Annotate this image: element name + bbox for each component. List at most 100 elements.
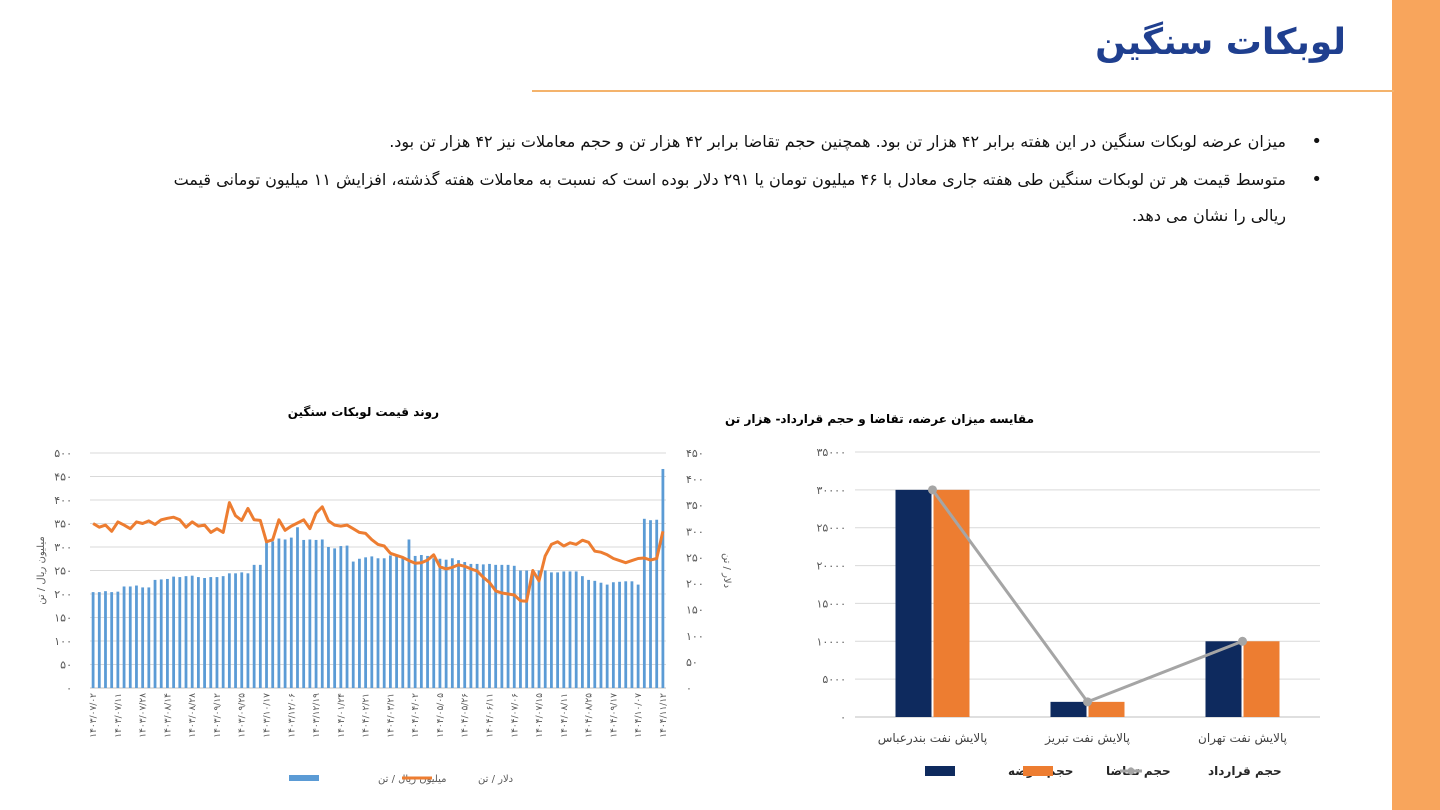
legend-swatch (925, 766, 955, 776)
line-point (1238, 636, 1247, 646)
bar (91, 592, 95, 688)
x-tick-label: ۱۴۰۴/۰۸/۲۵ (585, 693, 595, 738)
bar (147, 587, 151, 688)
y-tick-label: ۱۵۰۰۰ (816, 597, 846, 610)
bar (110, 592, 114, 688)
bar (116, 591, 120, 688)
bar (128, 586, 132, 688)
bar (426, 555, 429, 688)
bar (351, 561, 355, 688)
x-tick-label: ۱۴۰۳/۰۹/۲۵ (238, 693, 248, 738)
y-right-tick-label: ۴۵۰ (686, 447, 704, 460)
bar (618, 581, 621, 688)
bar (419, 554, 423, 688)
bar (519, 570, 522, 688)
bar (265, 539, 268, 688)
bar (611, 582, 615, 688)
y-right-tick-label: ۵۰ (686, 656, 698, 669)
y-left-axis-label: میلیون ریال / تن (36, 536, 47, 604)
bar (258, 564, 262, 688)
bar (153, 579, 157, 688)
bar (184, 576, 188, 688)
bar (463, 562, 467, 688)
bar (432, 558, 436, 688)
y-right-tick-label: ۳۰۰ (686, 525, 704, 538)
y-right-tick-label: ۲۰۰ (686, 578, 704, 591)
title-divider (532, 90, 1394, 92)
bar (345, 545, 349, 688)
bar (525, 570, 529, 688)
bar (296, 527, 299, 688)
y-left-tick-label: ۲۰۰ (54, 588, 72, 601)
bar (593, 580, 597, 688)
x-tick-label: ۱۴۰۴/۰۵/۰۵ (436, 693, 446, 738)
bar (339, 546, 343, 688)
y-tick-label: ۲۰۰۰۰ (816, 560, 846, 573)
bar (252, 564, 256, 688)
x-tick-label: ۱۴۰۴/۰۶/۱۱ (486, 693, 496, 738)
bar (190, 575, 194, 688)
bar (97, 592, 101, 688)
bar (438, 558, 442, 688)
bar (395, 555, 398, 688)
y-right-tick-label: ۱۵۰ (686, 604, 704, 617)
bar (209, 577, 213, 688)
bar (246, 573, 250, 688)
bar (283, 539, 287, 688)
x-tick-label: ۱۴۰۳/۰۸/۱۴ (163, 693, 173, 738)
y-right-axis-label: دلار / تن (721, 553, 732, 588)
x-tick-label: ۱۴۰۴/۰۲/۲۱ (362, 693, 372, 738)
x-tick-label: ۱۴۰۳/۰۷/۲۸ (139, 693, 149, 738)
bar (562, 571, 566, 688)
y-right-tick-label: ۰ (686, 682, 692, 695)
price-trend-chart: ۰ ۵۰ ۱۰۰ ۱۵۰ ۲۰۰ ۲۵۰ ۳۰۰ ۳۵۰ ۴۰۰ ۴۵۰ ۵۰۰ ۰ ۵۰ ۱۰۰ ۱۵۰ ۲… (36, 447, 732, 785)
bar (215, 577, 219, 688)
bar (481, 564, 485, 688)
bar (407, 539, 411, 688)
bar (401, 557, 405, 688)
bar (605, 584, 609, 688)
bar (556, 572, 560, 688)
bar (178, 577, 182, 688)
x-tick-label: ۱۴۰۳/۰۷/۰۲ (89, 693, 99, 738)
bar (240, 572, 244, 688)
bar (382, 558, 386, 688)
y-right-tick-label: ۲۵۰ (686, 551, 704, 564)
x-tick-label: ۱۴۰۳/۰۹/۱۲ (213, 693, 223, 738)
bar (661, 468, 665, 688)
bar (196, 577, 200, 688)
x-tick-label: ۱۴۰۴/۰۷/۱۵ (535, 693, 545, 738)
legend-swatch (1127, 767, 1135, 775)
bar (636, 584, 640, 688)
bar (271, 541, 275, 688)
bullet-item: • میزان عرضه لوبکات سنگین در این هفته برا… (142, 124, 1322, 160)
bar (543, 570, 547, 688)
bullet-dot: • (1311, 169, 1322, 190)
bar (642, 518, 646, 688)
y-left-tick-label: ۳۰۰ (54, 541, 72, 554)
bar (494, 564, 498, 688)
bar (933, 489, 970, 717)
page-title: لوبکات سنگین (1095, 22, 1346, 63)
bar (203, 578, 206, 688)
y-right-tick-label: ۱۰۰ (686, 630, 704, 643)
bar (221, 576, 225, 688)
bar (104, 591, 107, 688)
x-tick-label: ۱۴۰۴/۰۳/۲۱ (386, 693, 396, 738)
y-left-tick-label: ۱۵۰ (54, 612, 72, 625)
bar (550, 572, 553, 688)
bar (457, 560, 460, 688)
bar (1243, 641, 1280, 717)
bar (488, 563, 491, 688)
bar (599, 582, 603, 688)
bar (624, 581, 628, 688)
bar (506, 564, 510, 688)
bar (587, 579, 590, 688)
bar (289, 537, 293, 688)
x-tick-label: ۱۴۰۴/۰۱/۲۴ (337, 693, 347, 738)
y-left-tick-label: ۵۰۰ (54, 447, 72, 460)
y-left-tick-label: ۵۰ (60, 659, 72, 672)
y-left-tick-label: ۳۵۰ (54, 518, 72, 531)
bullet-item: • متوسط قیمت هر تن لوبکات سنگین طی هفته ج… (142, 162, 1322, 234)
bar (135, 585, 138, 688)
